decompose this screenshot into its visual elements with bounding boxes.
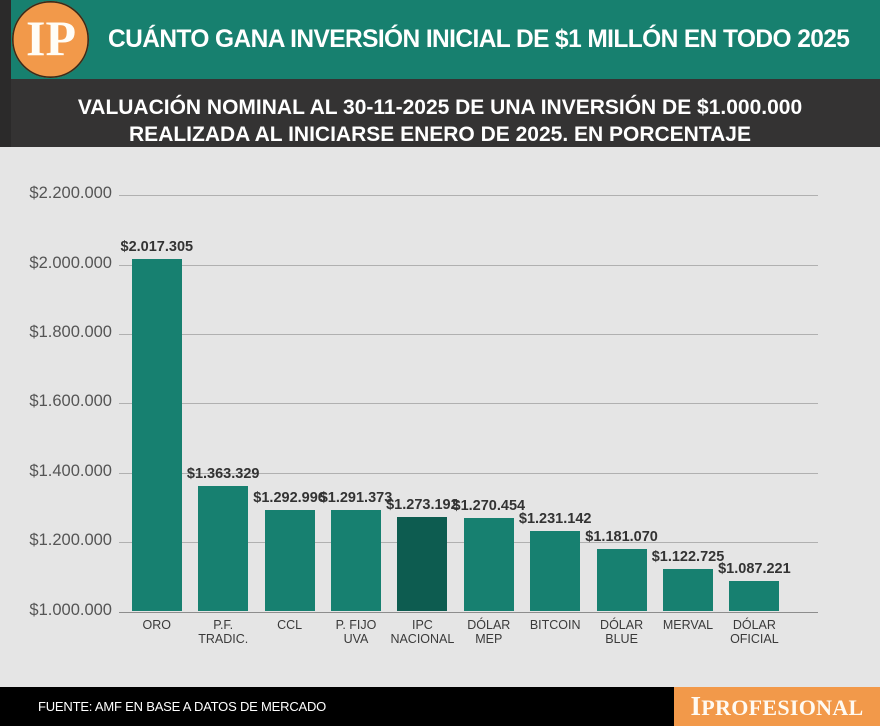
svg-text:IP: IP — [26, 10, 76, 66]
